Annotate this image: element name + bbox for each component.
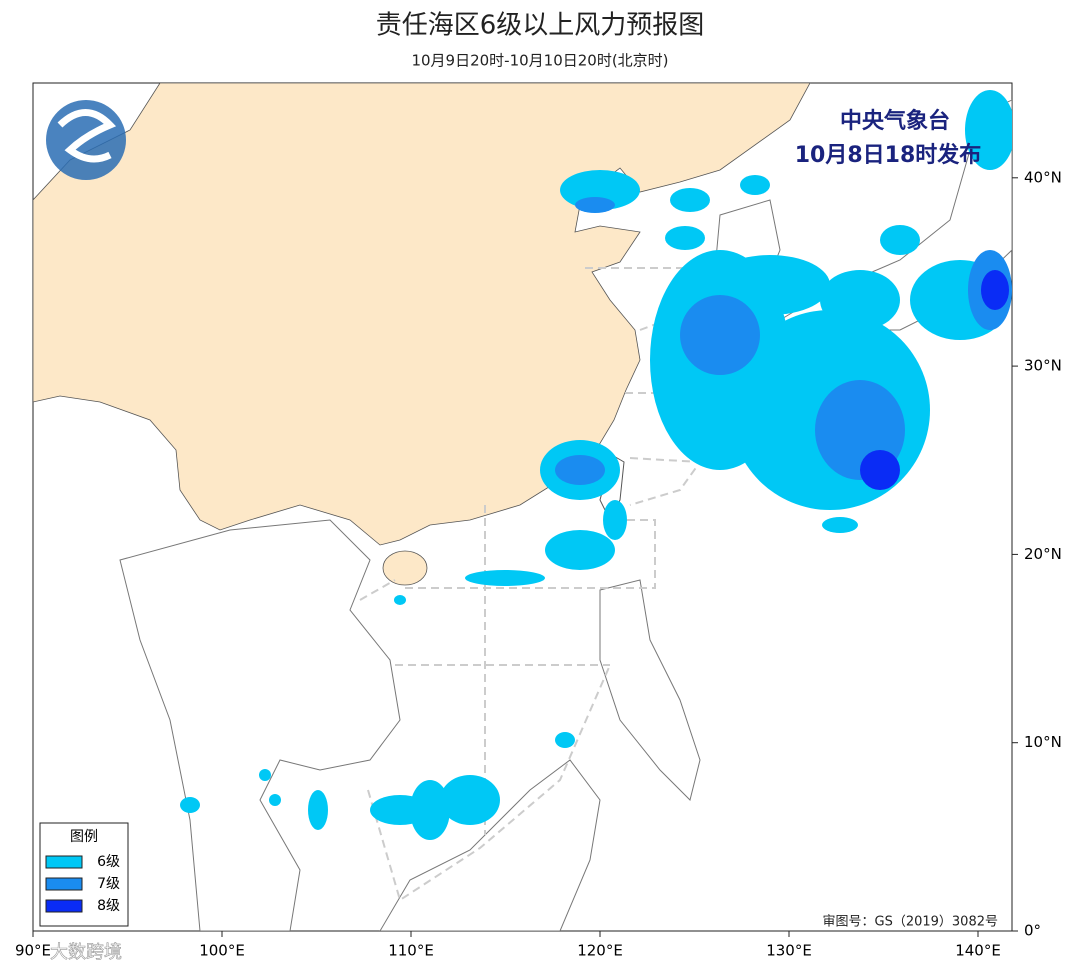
- lon-tick-label: 110°E: [388, 942, 434, 960]
- legend: 图例 6级 7级 8级: [39, 822, 129, 927]
- wind-area: [370, 795, 430, 825]
- wind-area: [981, 270, 1009, 310]
- wind-area: [665, 226, 705, 250]
- wind-area: [394, 595, 406, 605]
- agency: 中央气象台: [840, 108, 950, 134]
- wind-area: [465, 570, 545, 586]
- map-area: [32, 82, 1013, 932]
- lon-tick-label: 100°E: [199, 942, 245, 960]
- logo: [46, 100, 126, 180]
- issue-time: 10月8日18时发布: [795, 142, 982, 168]
- lon-tick-label: 90°E: [15, 942, 51, 960]
- lat-tick-label: 10°N: [1024, 733, 1062, 751]
- wind-area: [603, 500, 627, 540]
- lat-tick-label: 40°N: [1024, 168, 1062, 186]
- wind-area: [710, 255, 830, 315]
- wind-area: [269, 794, 281, 806]
- wind-area: [820, 270, 900, 330]
- subtitle: 10月9日20时-10月10日20时(北京时): [411, 52, 668, 70]
- legend-label: 6级: [97, 854, 120, 870]
- wind-area: [259, 769, 271, 781]
- lon-tick-label: 130°E: [766, 942, 812, 960]
- wind-area: [740, 175, 770, 195]
- wind-area: [180, 797, 200, 813]
- lat-tick-label: 20°N: [1024, 545, 1062, 563]
- borneo: [379, 759, 601, 931]
- wind-area: [575, 197, 615, 213]
- legend-title: 图例: [70, 829, 98, 845]
- wind-area: [308, 790, 328, 830]
- wind-area: [670, 188, 710, 212]
- wind-area: [860, 450, 900, 490]
- legend-swatch: [45, 877, 83, 891]
- legend-swatch: [45, 899, 83, 913]
- wind-area: [965, 90, 1012, 170]
- review-number: 审图号：GS（2019）3082号: [823, 915, 999, 930]
- china-land: [33, 83, 811, 546]
- wind-area: [440, 775, 500, 825]
- lon-tick-label: 120°E: [577, 942, 623, 960]
- wind-area: [545, 530, 615, 570]
- wind-area: [555, 455, 605, 485]
- legend-label: 7级: [97, 876, 120, 892]
- watermark: 大数跨境: [50, 942, 122, 963]
- legend-swatch: [45, 855, 83, 869]
- lat-tick-label: 0°: [1024, 922, 1041, 940]
- wind-area: [822, 517, 858, 533]
- wind-area: [555, 732, 575, 748]
- lat-tick-label: 30°N: [1024, 357, 1062, 375]
- indochina: [119, 519, 401, 931]
- wind-area: [880, 225, 920, 255]
- wind-area: [680, 295, 760, 375]
- hainan: [382, 550, 428, 586]
- lon-tick-label: 140°E: [955, 942, 1001, 960]
- philippines: [599, 579, 701, 801]
- title: 责任海区6级以上风力预报图: [376, 11, 705, 41]
- legend-label: 8级: [97, 898, 120, 914]
